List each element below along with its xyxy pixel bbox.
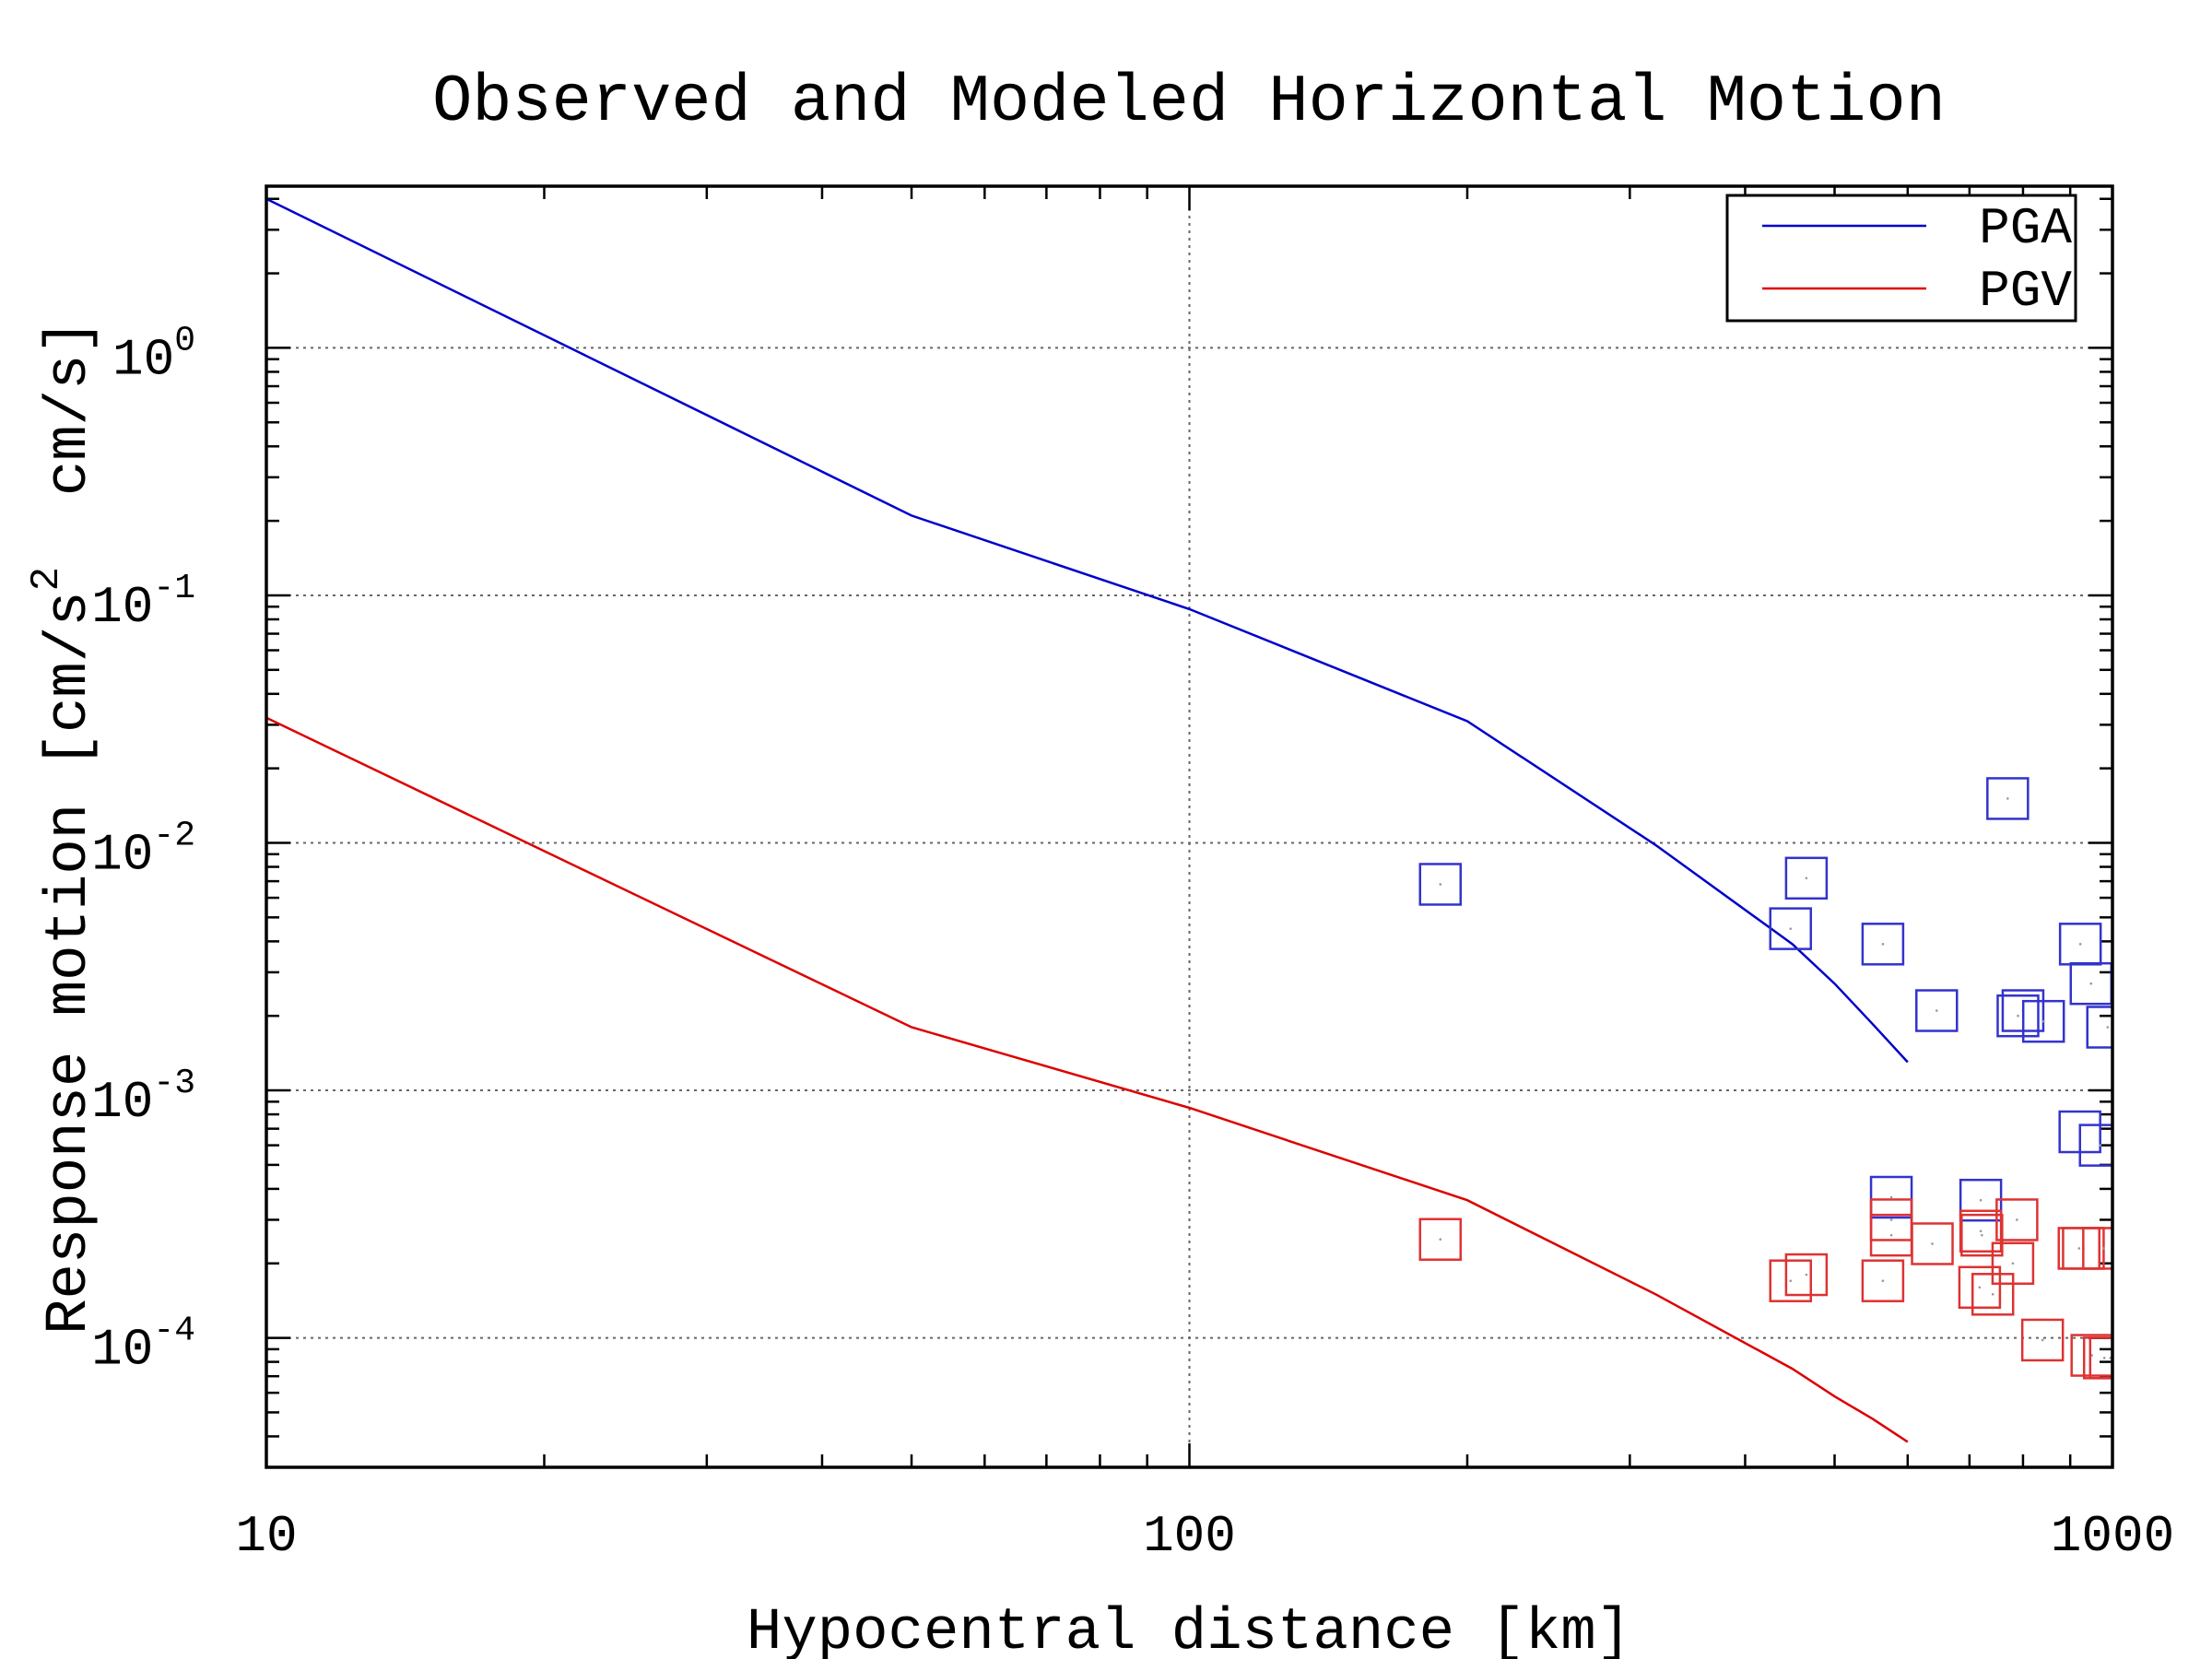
legend-label-pgv: PGV xyxy=(1979,262,2072,321)
observation-marker-pga xyxy=(1418,863,1462,906)
observation-marker-pga xyxy=(2086,1006,2112,1049)
observation-marker-pgv xyxy=(1418,1218,1462,1261)
observation-center-dot xyxy=(1439,883,1442,886)
observation-marker-pga xyxy=(2078,1124,2112,1167)
observation-center-dot xyxy=(1805,1273,1808,1277)
observation-center-dot xyxy=(1889,1218,1893,1221)
observation-marker-pga xyxy=(1986,777,2030,820)
observation-center-dot xyxy=(1979,1198,1983,1202)
observation-marker-pga xyxy=(1861,923,1905,966)
observation-marker-pga xyxy=(1996,994,2040,1038)
observation-marker-pga xyxy=(1784,856,1829,900)
observation-center-dot xyxy=(1789,1279,1793,1282)
y-tick-base: 10 xyxy=(91,1321,153,1380)
y-axis-label-group: Response motion [cm/s2 cm/s] xyxy=(24,319,103,1335)
series-line-pgv xyxy=(266,716,1909,1443)
x-tick-label: 1000 xyxy=(2051,1507,2174,1566)
x-tick-label: 100 xyxy=(1143,1507,1236,1566)
y-tick-exponent: -4 xyxy=(153,1312,195,1351)
observation-center-dot xyxy=(2078,943,2082,946)
observation-center-dot xyxy=(2016,1218,2018,1221)
y-tick-base: 10 xyxy=(112,330,174,389)
x-axis-label: Hypocentral distance [km] xyxy=(747,1600,1631,1659)
observation-center-dot xyxy=(2099,1144,2102,1147)
y-axis-label-prefix: Response motion [cm/s xyxy=(37,591,103,1335)
y-tick-base: 10 xyxy=(91,578,153,637)
observation-center-dot xyxy=(2017,1014,2019,1018)
y-tick-base: 10 xyxy=(91,1073,153,1132)
observation-marker-pga xyxy=(2021,999,2065,1043)
series-line-pga xyxy=(266,197,1909,1064)
observation-center-dot xyxy=(1889,1195,1893,1199)
y-tick-exponent: -1 xyxy=(153,569,195,608)
observation-center-dot xyxy=(2102,1247,2105,1250)
observation-center-dot xyxy=(2089,982,2093,985)
y-tick-exponent: -2 xyxy=(153,817,195,856)
y-tick-label: 10-3 xyxy=(91,1064,195,1132)
observation-center-dot xyxy=(1978,1286,1982,1289)
y-tick-exponent: 0 xyxy=(174,321,195,360)
y-axis-label-superscript: 2 xyxy=(24,567,70,591)
observation-center-dot xyxy=(1931,1242,1934,1245)
observation-center-dot xyxy=(2041,1019,2045,1023)
observation-marker-pgv xyxy=(1784,1253,1829,1297)
observation-center-dot xyxy=(1439,1238,1442,1241)
observation-marker-pgv xyxy=(1960,1213,2004,1257)
observation-marker-pga xyxy=(1769,907,1813,950)
y-tick-base: 10 xyxy=(91,826,153,885)
observation-center-dot xyxy=(2006,797,2009,800)
observation-center-dot xyxy=(2011,1262,2015,1265)
observation-center-dot xyxy=(2102,1357,2106,1359)
y-tick-label: 10-1 xyxy=(91,569,195,637)
chart-title: Observed and Modeled Horizontal Motion xyxy=(432,65,1946,140)
observation-center-dot xyxy=(1991,1292,1994,1296)
observation-marker-pgv xyxy=(1769,1259,1813,1302)
y-tick-label: 100 xyxy=(112,321,195,389)
observation-center-dot xyxy=(1805,877,1808,880)
y-tick-exponent: -3 xyxy=(153,1064,195,1103)
observation-center-dot xyxy=(1889,1233,1893,1237)
plot-frame xyxy=(265,184,2114,1469)
observation-center-dot xyxy=(2041,1338,2044,1342)
legend-box xyxy=(1725,194,2077,323)
observation-marker-pgv xyxy=(2082,1227,2112,1270)
y-tick-label: 10-2 xyxy=(91,817,195,885)
observation-marker-pgv xyxy=(1911,1222,1954,1265)
observation-marker-pgv xyxy=(1991,1241,2035,1285)
observation-marker-pgv xyxy=(2020,1318,2065,1362)
observation-center-dot xyxy=(2077,1247,2081,1250)
y-tick-label: 10-4 xyxy=(91,1312,195,1380)
observation-marker-pgv xyxy=(1958,1265,2002,1310)
observation-marker-pga xyxy=(1869,1175,1913,1219)
observation-center-dot xyxy=(1979,1230,1983,1233)
legend-label-pga: PGA xyxy=(1979,199,2072,258)
observation-marker-pgv xyxy=(1861,1259,1905,1302)
observation-marker-pga xyxy=(1915,989,1959,1032)
x-tick-label: 10 xyxy=(235,1507,297,1566)
y-axis-label-suffix: cm/s] xyxy=(37,319,103,567)
observation-center-dot xyxy=(1981,1233,1983,1237)
observation-marker-pgv xyxy=(2088,1336,2112,1380)
observation-center-dot xyxy=(2106,1026,2110,1029)
y-axis-label: Response motion [cm/s2 cm/s] xyxy=(24,319,103,1335)
observation-center-dot xyxy=(1881,1279,1885,1282)
observation-center-dot xyxy=(1935,1009,1938,1012)
observation-marker-pgv xyxy=(1995,1198,2039,1241)
observation-center-dot xyxy=(1789,927,1793,930)
observation-center-dot xyxy=(1881,943,1885,946)
